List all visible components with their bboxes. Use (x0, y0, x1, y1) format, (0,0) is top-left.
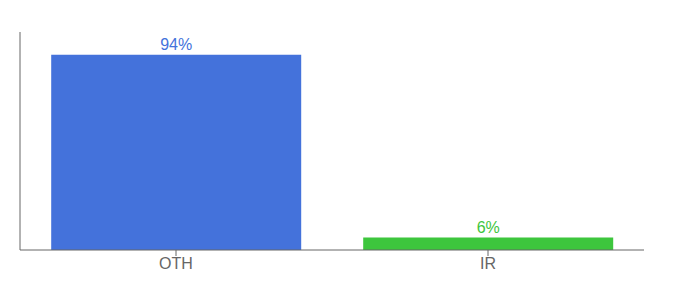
svg-text:IR: IR (480, 255, 496, 272)
svg-text:94%: 94% (160, 36, 192, 53)
svg-text:6%: 6% (477, 219, 500, 236)
svg-text:OTH: OTH (159, 255, 193, 272)
